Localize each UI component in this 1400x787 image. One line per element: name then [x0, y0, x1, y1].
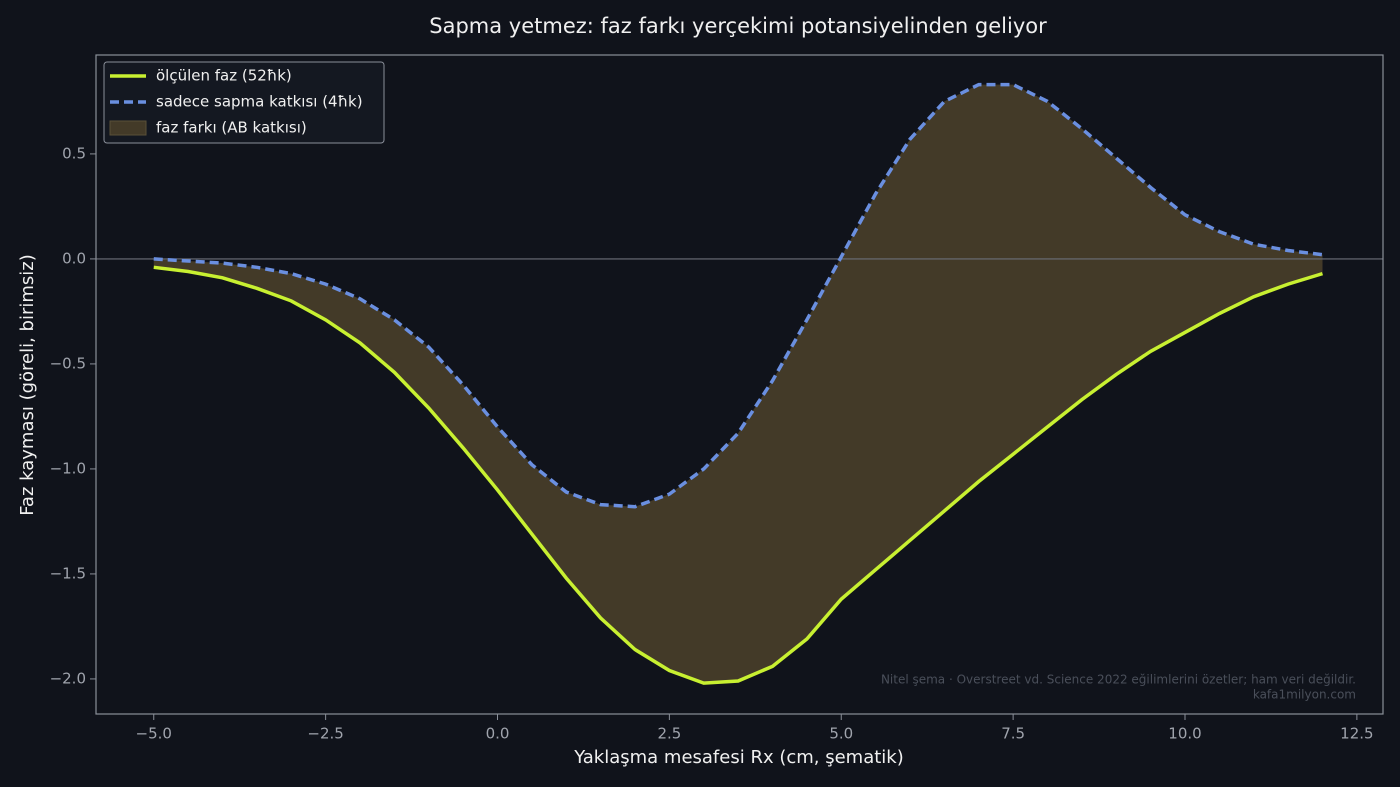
- y-tick-label: −0.5: [50, 354, 86, 372]
- x-tick-label: 10.0: [1168, 725, 1201, 743]
- x-tick-label: −2.5: [307, 725, 343, 743]
- annotation: kafa1milyon.com: [1253, 688, 1356, 702]
- series-line: [153, 265, 1324, 685]
- y-axis-label: Faz kayması (göreli, birimsiz): [17, 254, 38, 516]
- y-tick-label: 0.0: [62, 249, 86, 267]
- x-tick-label: 5.0: [829, 725, 853, 743]
- fill-between: [153, 84, 1323, 684]
- legend-swatch: [109, 120, 147, 136]
- legend-box: [103, 61, 385, 144]
- x-tick-label: −5.0: [136, 725, 172, 743]
- legend-label: sadece sapma katkısı (4ħk): [156, 93, 363, 111]
- legend-label: faz farkı (AB katkısı): [156, 119, 307, 137]
- x-tick-label: 7.5: [1001, 725, 1025, 743]
- plot-frame: [95, 54, 1384, 715]
- series-line: [153, 82, 1323, 509]
- x-axis-label: Yaklaşma mesafesi Rx (cm, şematik): [573, 747, 904, 768]
- y-tick-label: 0.5: [62, 144, 86, 162]
- x-tick-label: 12.5: [1340, 725, 1373, 743]
- y-tick-label: −1.5: [50, 564, 86, 582]
- y-tick-label: −2.0: [50, 669, 86, 687]
- legend-label: ölçülen faz (52ħk): [156, 67, 292, 85]
- y-tick-label: −1.0: [50, 459, 86, 477]
- x-tick-label: 0.0: [486, 725, 510, 743]
- annotation: Nitel şema · Overstreet vd. Science 2022…: [881, 673, 1356, 687]
- x-tick-label: 2.5: [657, 725, 681, 743]
- chart-title: Sapma yetmez: faz farkı yerçekimi potans…: [429, 14, 1047, 38]
